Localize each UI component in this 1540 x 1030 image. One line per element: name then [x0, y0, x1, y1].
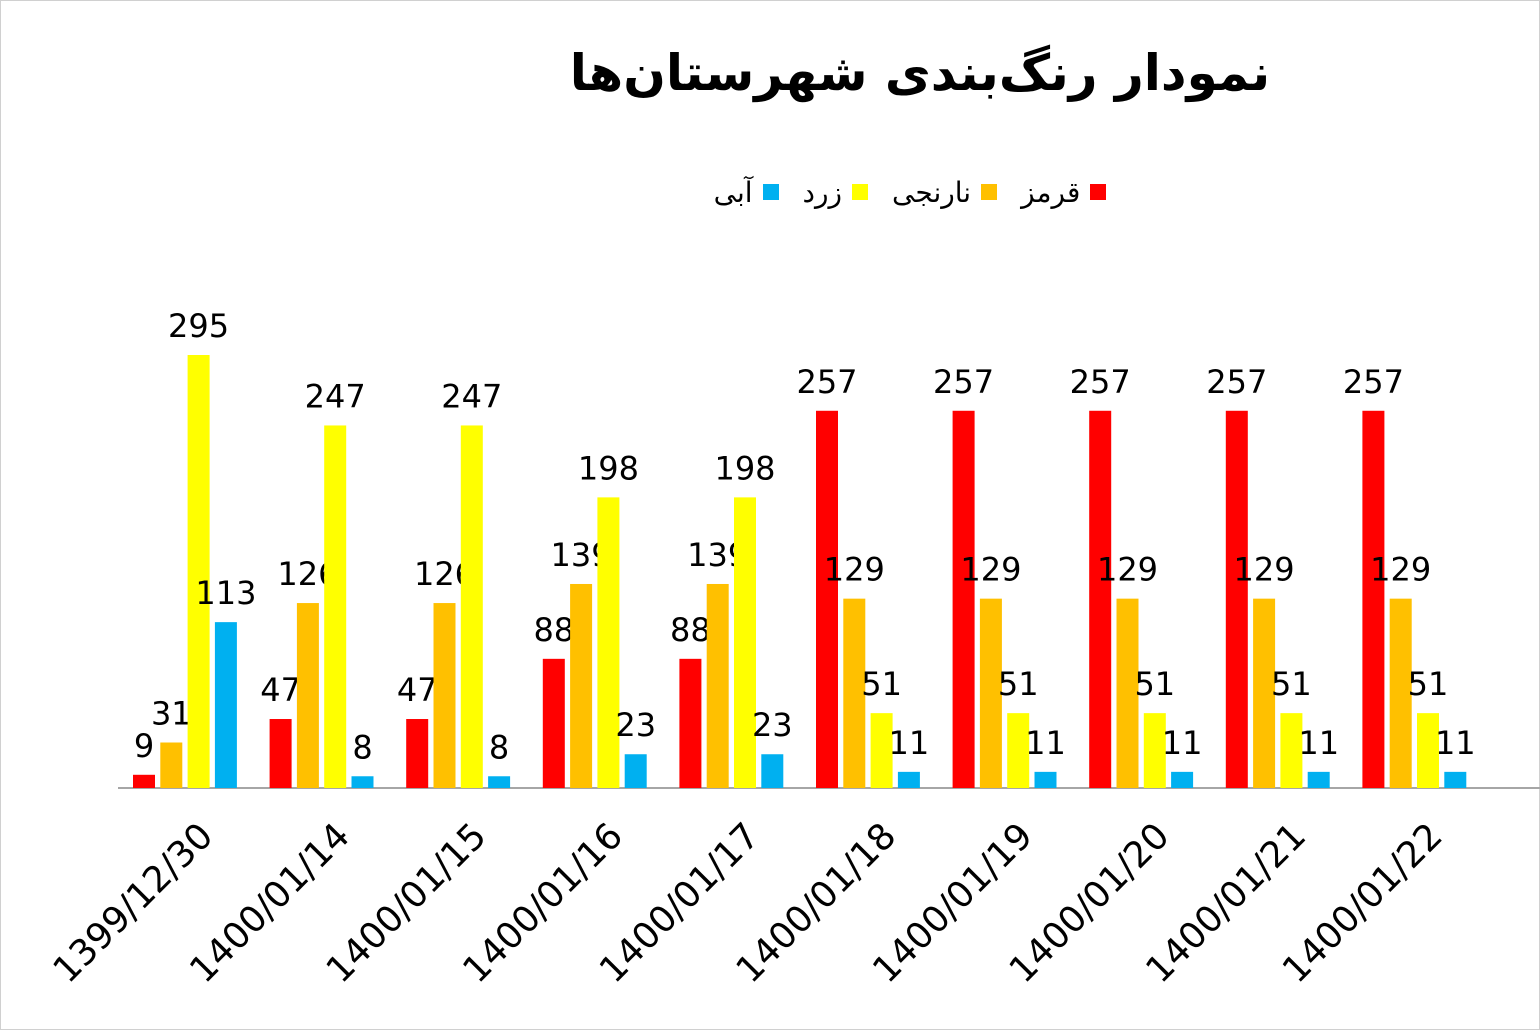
data-label: 47 [260, 671, 301, 709]
data-label: 257 [1343, 363, 1404, 401]
bar [1171, 771, 1194, 788]
data-label: 247 [305, 377, 366, 415]
bar [1307, 771, 1330, 788]
bar [816, 410, 838, 788]
bar [488, 776, 511, 788]
bar [843, 598, 866, 788]
data-label: 8 [489, 728, 509, 766]
bar [1417, 713, 1439, 788]
bar [187, 355, 210, 788]
data-label: 11 [1162, 724, 1203, 762]
legend-label: آبی [713, 175, 753, 209]
data-label: 198 [578, 449, 639, 487]
data-label: 11 [1298, 724, 1339, 762]
bar [1034, 771, 1057, 788]
legend-item: نارنجی [892, 175, 998, 209]
data-label: 23 [752, 706, 793, 744]
data-label: 129 [1370, 551, 1431, 589]
data-label: 257 [1070, 363, 1131, 401]
bar [734, 497, 756, 788]
data-label: 51 [998, 665, 1039, 703]
bar [1089, 410, 1112, 788]
bar [897, 771, 920, 788]
bar [460, 425, 483, 788]
data-label: 47 [397, 671, 438, 709]
legend-item: آبی [714, 176, 779, 209]
bar [979, 598, 1002, 788]
bar [269, 719, 292, 788]
legend-swatch [762, 184, 779, 200]
bar [296, 603, 319, 788]
data-label: 51 [1408, 665, 1449, 703]
bar [761, 754, 784, 788]
data-label: 51 [1134, 665, 1175, 703]
bar [1143, 713, 1166, 788]
bar [952, 410, 975, 788]
legend-swatch [852, 184, 869, 200]
data-label: 257 [1206, 363, 1267, 401]
legend-swatch [981, 184, 998, 200]
data-label: 257 [933, 363, 994, 401]
bar [1362, 410, 1385, 788]
data-label: 8 [352, 728, 372, 766]
data-label: 129 [824, 551, 885, 589]
bar [870, 713, 893, 788]
bar [570, 583, 593, 788]
data-label: 11 [889, 724, 930, 762]
data-label: 257 [796, 363, 857, 401]
bar [1007, 713, 1030, 788]
bar [160, 742, 183, 788]
data-label: 11 [1025, 724, 1066, 762]
bar [433, 603, 456, 788]
data-label: 51 [861, 665, 902, 703]
legend-label: زرد [802, 175, 843, 209]
bar [542, 658, 565, 788]
bar [133, 774, 155, 788]
bar [1280, 713, 1303, 788]
legend-label: قرمز [1021, 175, 1081, 209]
legend-swatch [1090, 184, 1107, 200]
bar [1253, 598, 1276, 788]
data-label: 295 [168, 307, 229, 345]
bar [597, 497, 620, 788]
data-label: 198 [714, 449, 775, 487]
bar [351, 776, 374, 788]
data-label: 11 [1435, 724, 1476, 762]
legend-item: زرد [803, 176, 869, 209]
bar [1444, 771, 1467, 788]
data-label: 51 [1271, 665, 1312, 703]
bar [1389, 598, 1412, 788]
data-label: 129 [960, 551, 1021, 589]
data-label: 129 [1234, 551, 1295, 589]
data-label: 23 [615, 706, 656, 744]
data-label: 88 [670, 611, 711, 649]
bar [706, 583, 729, 788]
data-label: 31 [151, 694, 192, 732]
chart-title: نمودار رنگ‌بندی شهرستان‌ها [569, 44, 1271, 102]
bar [679, 658, 702, 788]
data-label: 9 [134, 727, 154, 765]
bar [1116, 598, 1139, 788]
data-label: 247 [441, 377, 502, 415]
data-label: 88 [533, 611, 574, 649]
bar [324, 425, 347, 788]
bar [624, 754, 647, 788]
bar [1225, 410, 1248, 788]
data-label: 129 [1097, 551, 1158, 589]
data-label: 113 [195, 574, 256, 612]
legend-item: قرمز [1021, 175, 1107, 209]
bar [406, 719, 429, 788]
legend-label: نارنجی [892, 175, 972, 209]
chart-legend: قرمز نارنجی زرد آبی [660, 172, 1160, 212]
bar [214, 622, 237, 788]
